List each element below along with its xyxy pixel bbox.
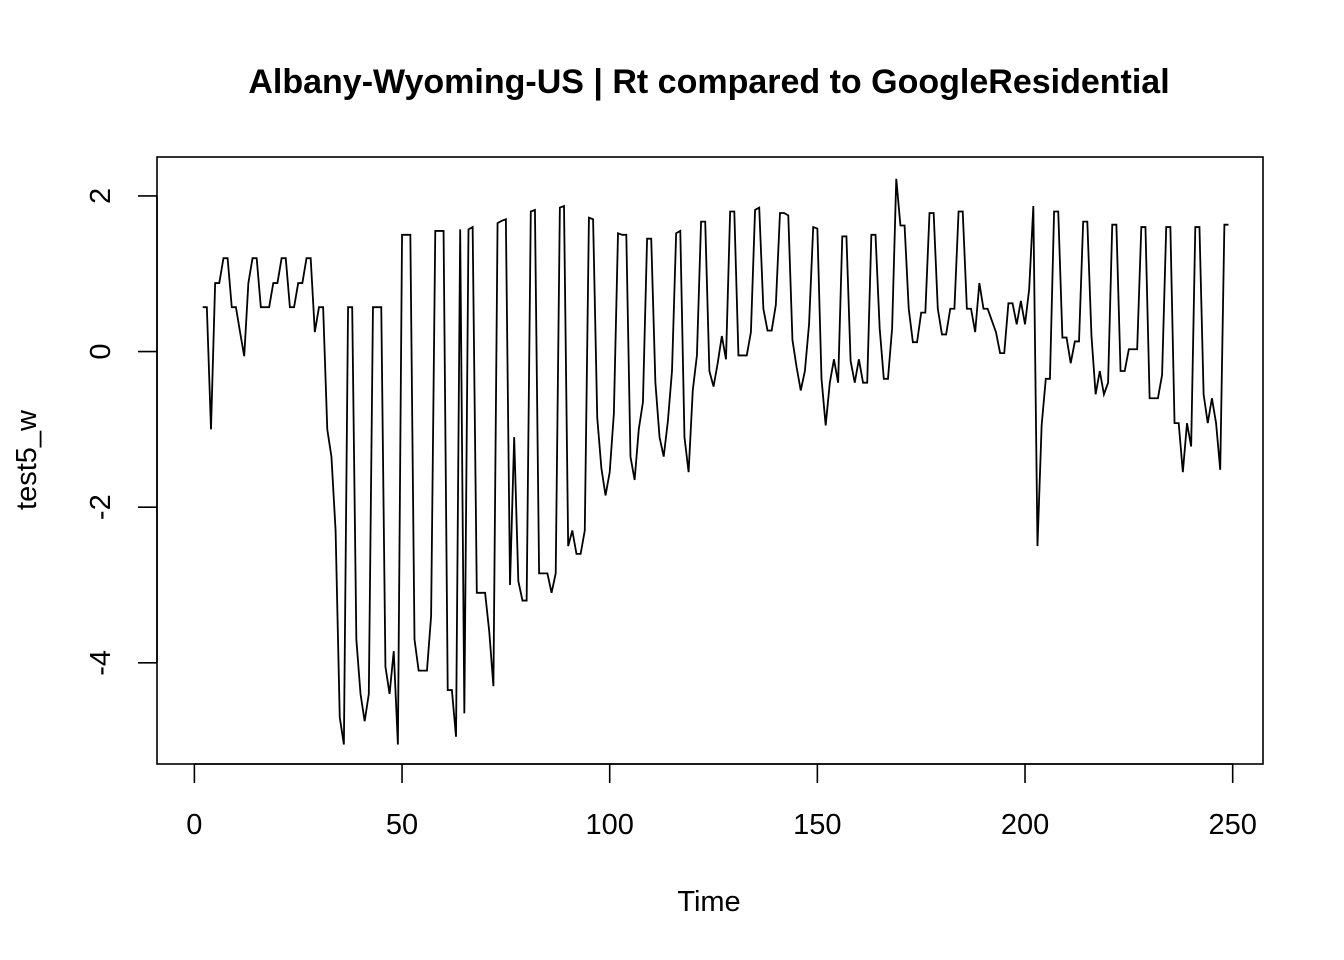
- series-line-test5-w: [202, 178, 1229, 745]
- chart-title: Albany-Wyoming-US | Rt compared to Googl…: [248, 63, 1169, 101]
- x-axis: 0 50 100 150 200 250: [186, 763, 1257, 841]
- x-tick-label: 200: [1001, 809, 1049, 841]
- plot-frame: [156, 156, 1264, 765]
- y-axis: -4 -2 0 2: [85, 188, 158, 676]
- x-axis-label: Time: [677, 886, 740, 918]
- y-axis-label: test5_w: [11, 409, 43, 510]
- y-tick-label: 0: [85, 343, 117, 359]
- x-tick-label: 50: [386, 809, 418, 841]
- x-tick-label: 0: [186, 809, 202, 841]
- x-tick-label: 100: [586, 809, 634, 841]
- y-tick-label: -2: [85, 494, 117, 520]
- x-tick-label: 150: [793, 809, 841, 841]
- x-tick-label: 250: [1208, 809, 1256, 841]
- y-tick-label: -4: [85, 650, 117, 676]
- y-tick-label: 2: [85, 188, 117, 204]
